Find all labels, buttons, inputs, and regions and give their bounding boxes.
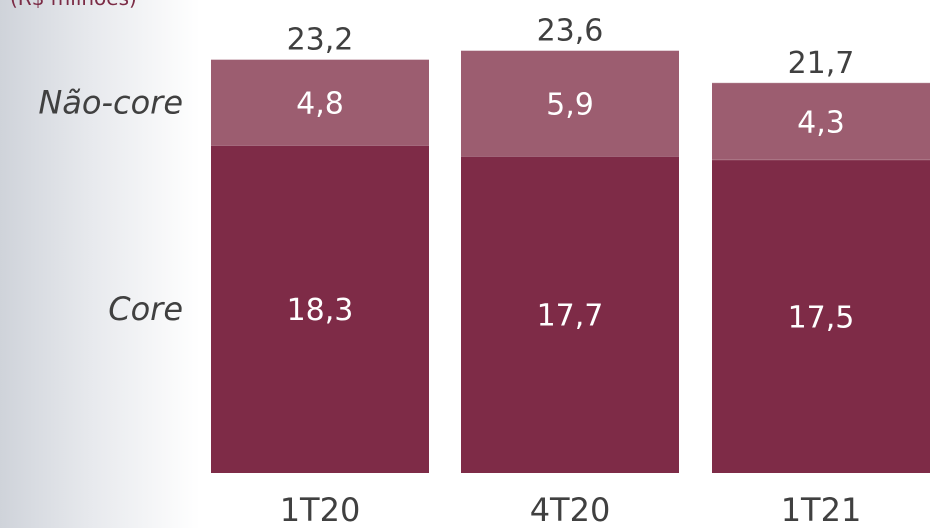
data-label-core-1T20: 18,3 [287, 293, 354, 328]
data-label-core-4T20: 17,7 [537, 299, 604, 334]
sidebar-gradient [0, 0, 200, 528]
bar-nao-core-1T20 [211, 59, 429, 146]
bar-core-4T20 [461, 156, 679, 474]
total-label-4T20: 23,6 [537, 14, 604, 49]
data-label-nao-core-4T20: 5,9 [546, 87, 594, 122]
category-label-1T20: 1T20 [280, 491, 361, 528]
labels-group: Core Não-core 18,3 4,8 23,2 1T20 17,7 5,9 23,6 4T… [38, 14, 861, 528]
data-label-nao-core-1T21: 4,3 [797, 105, 845, 140]
total-label-1T21: 21,7 [788, 46, 855, 81]
unit-label: (R$ milhões) [10, 0, 137, 10]
series-label-nao-core: Não-core [38, 83, 183, 121]
category-label-4T20: 4T20 [530, 491, 611, 528]
bar-nao-core-4T20 [461, 50, 679, 157]
data-label-nao-core-1T20: 4,8 [296, 86, 344, 121]
data-label-core-1T21: 17,5 [788, 300, 855, 335]
series-label-core: Core [108, 290, 183, 328]
total-label-1T20: 23,2 [287, 23, 354, 58]
category-label-1T21: 1T21 [781, 491, 862, 528]
bar-core-1T21 [712, 159, 930, 473]
bar-core-1T20 [211, 145, 429, 473]
bar-nao-core-1T21 [712, 82, 930, 160]
bars-group [211, 50, 930, 474]
